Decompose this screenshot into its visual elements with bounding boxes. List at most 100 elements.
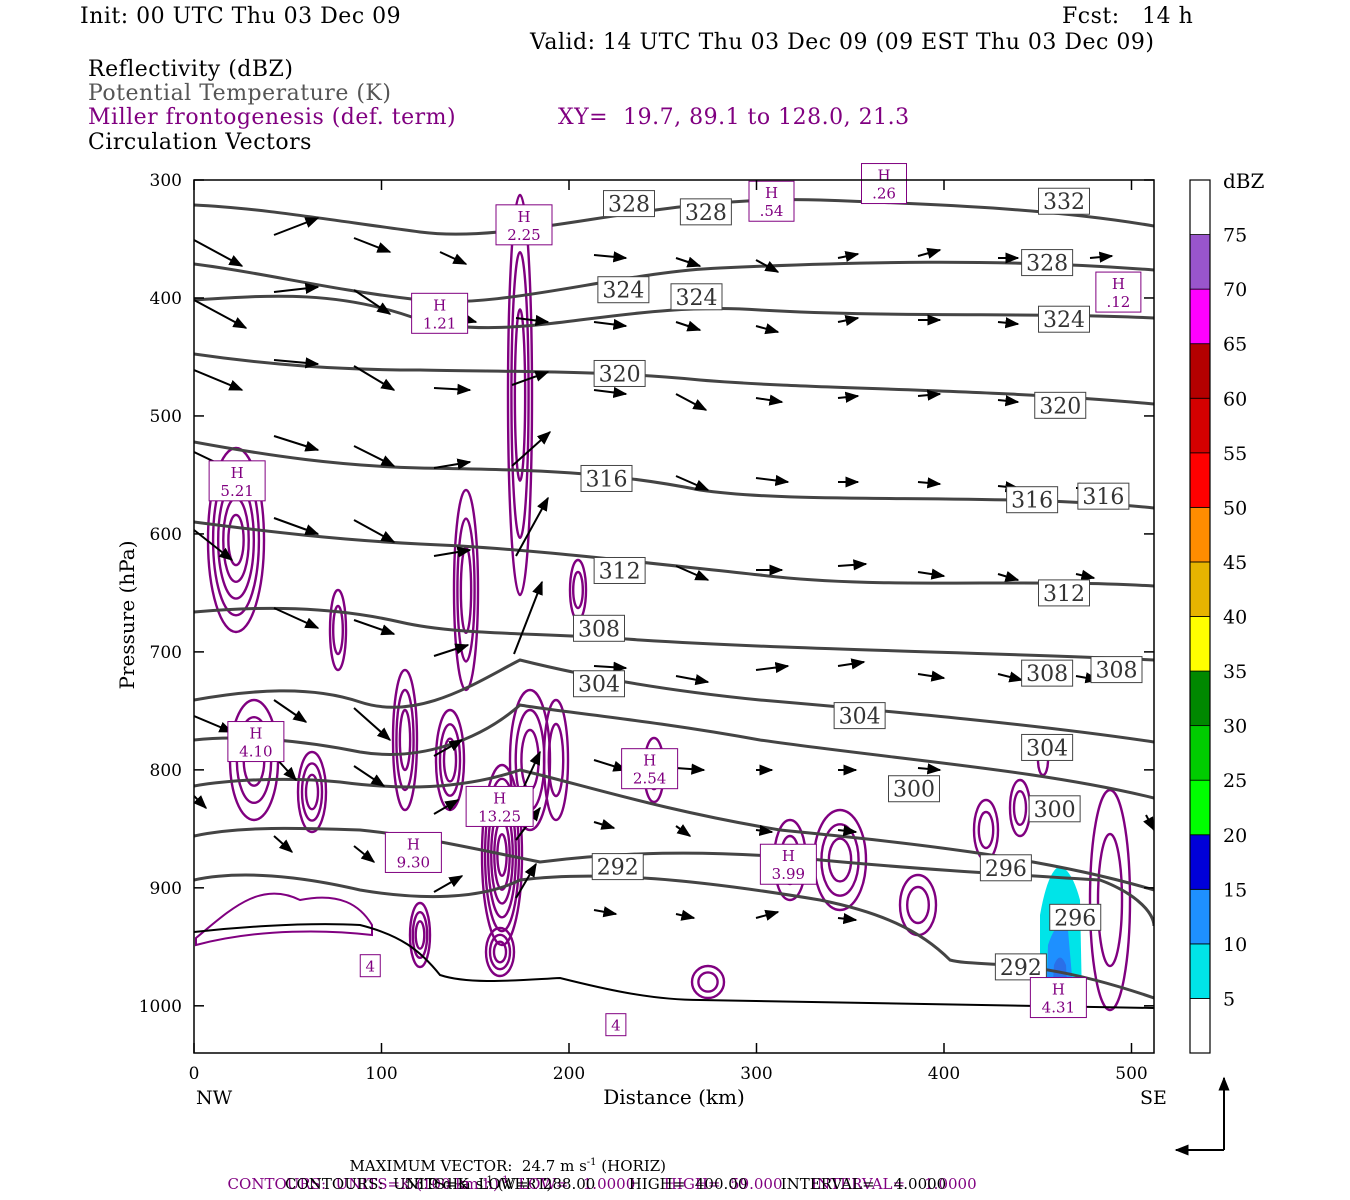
x-tick-label: 200 bbox=[553, 1064, 585, 1084]
circulation-vector bbox=[837, 250, 860, 262]
colorbar-label: 50 bbox=[1223, 497, 1247, 519]
circulation-vector bbox=[755, 474, 790, 486]
circulation-vector bbox=[593, 759, 628, 772]
fronto-max-box bbox=[861, 163, 907, 205]
theta-isoline bbox=[194, 873, 1154, 1000]
theta-label: 296 bbox=[1054, 906, 1096, 931]
circulation-vector bbox=[755, 394, 784, 406]
fronto-isoline bbox=[304, 773, 320, 811]
circulation-vector bbox=[917, 670, 946, 682]
fronto-isoline bbox=[408, 901, 432, 969]
fronto-isoline bbox=[547, 722, 565, 798]
fronto-isoline bbox=[1088, 788, 1132, 1012]
theta-label-box bbox=[1021, 733, 1074, 761]
theta-label: 320 bbox=[599, 362, 641, 387]
colorbar-label: 55 bbox=[1223, 443, 1247, 465]
fronto-contour-label: 4 bbox=[365, 958, 375, 976]
fronto-isoline bbox=[398, 708, 412, 772]
circulation-vector bbox=[593, 819, 616, 830]
circulation-vector bbox=[194, 239, 244, 267]
max-vector-vert: 58.9 dPa s bbox=[404, 1175, 484, 1193]
circulation-vector bbox=[593, 386, 628, 398]
fronto-isoline bbox=[977, 810, 995, 850]
theta-label: 328 bbox=[1026, 252, 1068, 277]
fronto-high-marker: H bbox=[433, 296, 446, 314]
fronto-isoline bbox=[484, 926, 516, 978]
colorbar-cell bbox=[1189, 670, 1211, 727]
theta-label: 320 bbox=[1039, 394, 1081, 419]
fronto-labels: H2.25H1.21H.54H.26H.12H5.21H4.10H13.25H9… bbox=[208, 163, 1142, 1037]
circulation-vector bbox=[273, 357, 320, 369]
circulation-vector bbox=[353, 765, 386, 787]
theta-label: 308 bbox=[1026, 662, 1068, 687]
plot-frame bbox=[193, 179, 1155, 1054]
theta-label: 300 bbox=[893, 778, 935, 803]
colorbar-cell bbox=[1189, 179, 1211, 235]
fronto-max-value: 2.54 bbox=[633, 770, 666, 788]
circulation-vector bbox=[353, 237, 392, 253]
fronto-isoline bbox=[411, 910, 429, 960]
field-vectors: Circulation Vectors bbox=[88, 130, 312, 155]
y-tick-label: 1000 bbox=[139, 997, 182, 1017]
theta-label: 300 bbox=[1034, 798, 1076, 823]
fronto-isoline bbox=[898, 873, 938, 937]
fronto-isoline bbox=[697, 971, 719, 993]
theta-label: 328 bbox=[685, 201, 727, 226]
fronto-isoline bbox=[542, 698, 570, 822]
fronto-max-box bbox=[1095, 271, 1142, 313]
x-axis-title: Distance (km) bbox=[603, 1085, 745, 1109]
circulation-vector bbox=[755, 259, 780, 273]
max-vector-line: MAXIMUM VECTOR: 24.7 m s-1 (HORIZ) 58.9 … bbox=[340, 1139, 666, 1193]
fronto-isoline bbox=[438, 723, 462, 797]
fronto-max-value: 9.30 bbox=[397, 853, 430, 871]
fronto-max-value: .12 bbox=[1106, 293, 1130, 311]
fronto-isoline bbox=[506, 193, 534, 597]
fronto-isoline bbox=[459, 545, 473, 635]
circulation-vector bbox=[755, 824, 774, 836]
colorbar-label: 30 bbox=[1223, 716, 1247, 738]
fronto-isoline bbox=[296, 750, 328, 834]
theta-label-box bbox=[591, 853, 644, 881]
circulation-vector bbox=[997, 571, 1020, 582]
colorbar-cell bbox=[1189, 616, 1211, 672]
fronto-high-marker: H bbox=[765, 184, 778, 202]
fronto-contour-label: 4 bbox=[611, 1017, 621, 1035]
circulation-vector bbox=[755, 662, 790, 674]
circulation-vector bbox=[273, 282, 320, 294]
theta-label-box bbox=[1034, 391, 1087, 419]
theta-label: 304 bbox=[1026, 736, 1068, 761]
max-vector-horiz-tail: (HORIZ) bbox=[596, 1157, 667, 1175]
fronto-isoline bbox=[300, 762, 324, 822]
theta-label-box bbox=[573, 670, 625, 698]
circulation-vector bbox=[593, 906, 618, 918]
circulation-vector bbox=[837, 314, 860, 326]
theta-label: 316 bbox=[586, 467, 628, 492]
circulation-vector bbox=[433, 643, 470, 657]
fronto-isoline bbox=[195, 892, 373, 947]
terrain-line bbox=[193, 923, 1155, 1009]
fronto-isoline bbox=[222, 496, 250, 584]
circulation-vector bbox=[194, 795, 207, 809]
circulation-vector bbox=[997, 671, 1024, 683]
fronto-isoline bbox=[510, 250, 530, 540]
forecast-hour: Fcst: 14 h bbox=[1062, 4, 1194, 29]
fronto-isoline bbox=[452, 488, 480, 692]
fronto-contour-units: CONTOURS: UNITS=K (100 km h) bbox=[227, 1175, 499, 1193]
fronto-high-marker: H bbox=[782, 847, 795, 865]
fronto-high-marker: H bbox=[407, 835, 420, 853]
theta-label-box bbox=[1077, 482, 1130, 510]
max-vector-vert-tail: (VERT) bbox=[492, 1175, 553, 1193]
fronto-isoline bbox=[227, 513, 245, 567]
circulation-vector bbox=[511, 431, 552, 467]
x-tick-label: 500 bbox=[1115, 1064, 1147, 1084]
circulation-vector bbox=[675, 393, 708, 411]
theta-label: 308 bbox=[1096, 659, 1138, 684]
fronto-contour-label-box bbox=[359, 954, 381, 978]
colorbar-label: 20 bbox=[1223, 825, 1247, 847]
y-tick-label: 900 bbox=[150, 879, 182, 899]
theta-isoline bbox=[194, 826, 1154, 927]
colorbar-label: 60 bbox=[1223, 388, 1247, 410]
circulation-vector bbox=[433, 739, 464, 757]
theta-label: 296 bbox=[985, 857, 1027, 882]
theta-label-box bbox=[1049, 903, 1102, 931]
